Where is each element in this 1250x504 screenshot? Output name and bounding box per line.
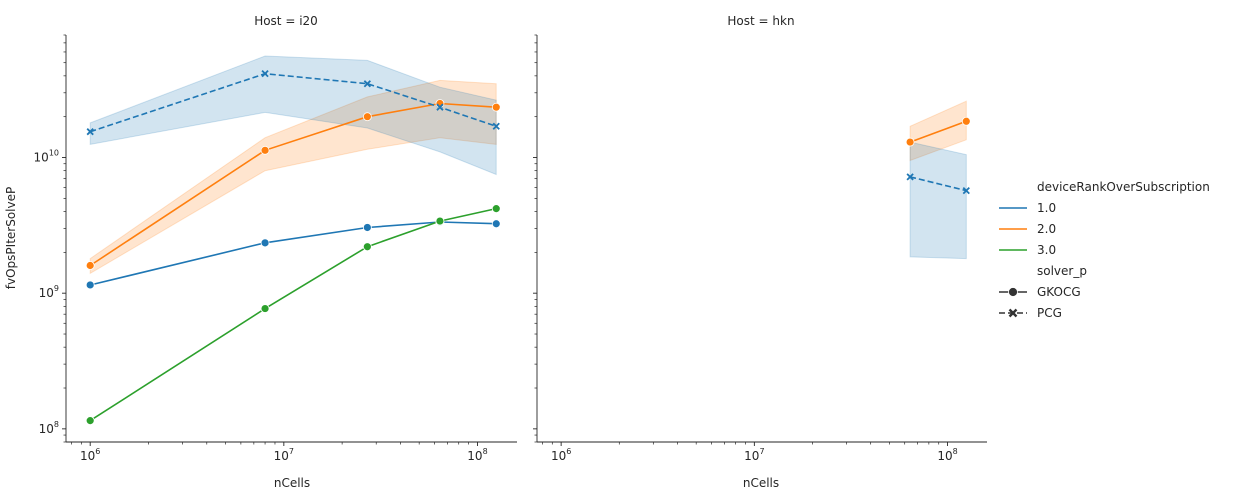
- series-line-3.0-gkocg: [89, 207, 497, 422]
- confidence-band-1.0-pcg: [89, 55, 497, 176]
- y-tick-label: 108: [39, 420, 59, 436]
- data-point-gkocg: [961, 116, 971, 126]
- legend-label: 1.0: [1037, 201, 1056, 215]
- legend-label: 2.0: [1037, 222, 1056, 236]
- x-tick-label: 108: [937, 447, 957, 463]
- x-axis-label: nCells: [274, 476, 310, 490]
- legend-entry-3.0: 3.0: [999, 243, 1056, 257]
- panel-host-hkn: Host = hkn nCells 106 107 108: [533, 14, 987, 490]
- legend-entry-1.0: 1.0: [999, 201, 1056, 215]
- data-point-pcg: [906, 173, 914, 181]
- legend-label: 3.0: [1037, 243, 1056, 257]
- data-point-gkocg: [491, 204, 501, 214]
- legend-hue-entries: 1.0 2.0 3.0: [999, 201, 1056, 257]
- confidence-band-1.0-pcg: [909, 141, 967, 260]
- legend-entry-2.0: 2.0: [999, 222, 1056, 236]
- data-point-gkocg: [905, 137, 915, 147]
- legend-label: GKOCG: [1037, 285, 1081, 299]
- data-point-pcg: [962, 187, 970, 195]
- legend-entry-gkocg: GKOCG: [999, 285, 1081, 299]
- x-axis-label: nCells: [743, 476, 779, 490]
- legend-style-entries: GKOCG PCG: [999, 285, 1081, 320]
- confidence-bands: [89, 55, 497, 275]
- legend: deviceRankOverSubscription 1.0 2.0 3.0 sol…: [999, 180, 1210, 320]
- data-point-gkocg: [362, 242, 372, 252]
- data-point-pcg: [436, 103, 444, 111]
- series-lines: [909, 120, 967, 192]
- data-point-gkocg: [362, 223, 372, 232]
- axes: 106 107 108: [533, 34, 987, 463]
- data-point-gkocg: [491, 102, 501, 112]
- legend-entry-pcg: PCG: [999, 306, 1062, 320]
- y-axis-label: fvOpsPIterSolveP: [4, 187, 18, 289]
- data-point-gkocg: [491, 219, 501, 229]
- series-line-2.0-gkocg: [909, 120, 967, 143]
- series-line-1.0-pcg: [89, 72, 497, 133]
- data-point-gkocg: [435, 216, 445, 226]
- series-line-1.0-pcg: [909, 176, 967, 192]
- x-tick-label: 106: [80, 447, 100, 463]
- data-point-pcg: [261, 70, 269, 78]
- data-point-gkocg: [85, 280, 95, 290]
- legend-style-title: solver_p: [1037, 264, 1087, 278]
- legend-marker-circle: [1008, 287, 1018, 297]
- panel-host-i20: Host = i20 fvOpsPIterSolveP nCells 106 10…: [4, 14, 517, 490]
- x-tick-label: 106: [551, 447, 571, 463]
- data-point-gkocg: [362, 112, 372, 122]
- legend-marker-x: [1008, 308, 1018, 318]
- y-tick-label: 109: [39, 284, 59, 300]
- data-point-gkocg: [85, 261, 95, 270]
- panel-title: Host = i20: [254, 14, 318, 28]
- confidence-band-2.0-gkocg: [89, 79, 497, 275]
- panel-title: Host = hkn: [727, 14, 794, 28]
- data-point-gkocg: [260, 238, 270, 248]
- legend-hue-title: deviceRankOverSubscription: [1037, 180, 1210, 194]
- legend-label: PCG: [1037, 306, 1062, 320]
- axes: 106 107 108 108 109 1010: [34, 34, 517, 463]
- series-markers: [905, 116, 971, 195]
- y-tick-label: 1010: [34, 149, 59, 165]
- data-point-gkocg: [85, 416, 95, 426]
- x-tick-label: 107: [274, 447, 294, 463]
- series-markers: [85, 70, 501, 426]
- data-point-pcg: [86, 128, 94, 136]
- data-point-gkocg: [260, 145, 270, 155]
- x-tick-label: 107: [744, 447, 764, 463]
- data-point-pcg: [363, 80, 371, 88]
- data-point-pcg: [492, 122, 500, 130]
- data-point-gkocg: [260, 304, 270, 313]
- x-tick-label: 108: [467, 447, 487, 463]
